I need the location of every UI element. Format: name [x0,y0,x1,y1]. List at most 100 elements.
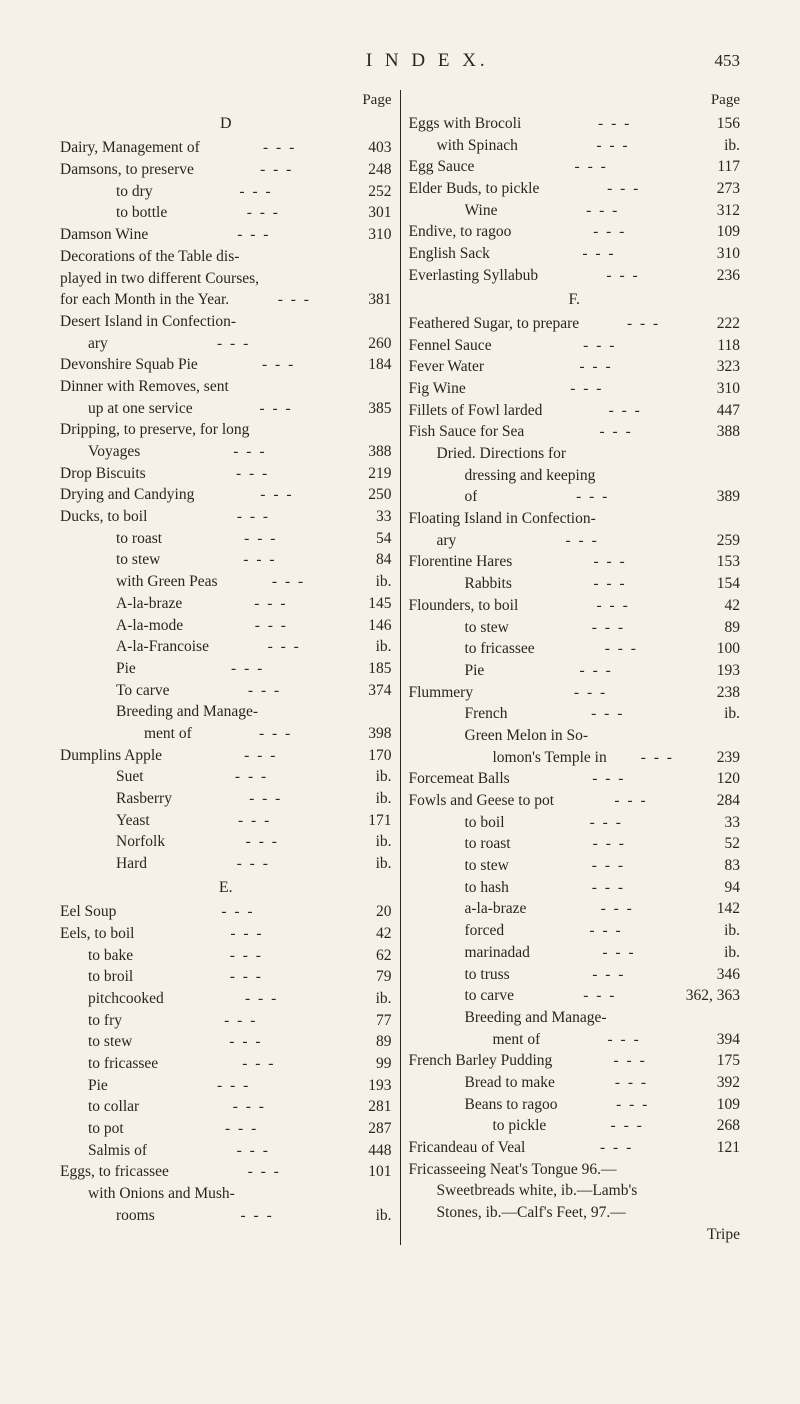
entry-separator: - - - [193,398,360,420]
entry-page: 120 [708,768,740,790]
entry-page: 171 [360,810,392,832]
index-entry: Norfolk- - -ib. [60,831,392,853]
entry-separator: - - - [108,1075,360,1097]
index-entry: pitchcooked- - -ib. [60,988,392,1010]
entry-separator: - - - [504,920,708,942]
entry-separator: - - - [162,745,359,767]
entry-label: Eggs with Brocoli [409,113,522,135]
section-letter: D [60,113,392,135]
left-entries: DDairy, Management of- - -403Damsons, to… [60,113,392,1226]
entry-separator: - - - [140,441,359,463]
entry-separator: - - - [456,530,708,552]
index-entry: Fever Water- - -323 [409,356,741,378]
entry-page: ib. [360,1205,392,1227]
entry-label: Tripe [707,1226,740,1243]
entry-label: to carve [465,985,514,1007]
index-title: I N D E X. [60,50,715,72]
entry-separator: - - - [200,137,360,159]
entry-page: 52 [708,833,740,855]
entry-label: ary [88,333,108,355]
entry-separator: - - - [162,528,359,550]
index-entry: to hash- - -94 [409,877,741,899]
entry-page: 117 [708,156,740,178]
index-entry: Eggs, to fricassee- - -101 [60,1161,392,1183]
index-entry: Voyages- - -388 [60,441,392,463]
index-entry: Fowls and Geese to pot- - -284 [409,790,741,812]
entry-page: 301 [360,202,392,224]
index-entry: Devonshire Squab Pie- - -184 [60,354,392,376]
entry-label: Rabbits [465,573,512,595]
header-row: I N D E X. 453 [60,50,740,72]
entry-label: Fish Sauce for Sea [409,421,525,443]
entry-label: of [465,486,478,508]
index-entry: Fricasseeing Neat's Tongue 96.— [409,1159,741,1181]
entry-label: ary [437,530,457,552]
entry-separator: - - - [477,486,708,508]
entry-page: 100 [708,638,740,660]
entry-label: Salmis of [88,1140,147,1162]
index-entry: Wine- - -312 [409,200,741,222]
index-entry: to roast- - -54 [60,528,392,550]
entry-label: Eel Soup [60,901,116,923]
entry-page: 101 [360,1161,392,1183]
entry-label: a-la-braze [465,898,527,920]
entry-label: to pot [88,1118,124,1140]
index-entry: to truss- - -346 [409,964,741,986]
entry-page: 260 [360,333,392,355]
left-page-label: Page [60,90,392,111]
entry-separator: - - - [557,1094,708,1116]
entry-label: Voyages [88,441,140,463]
entry-separator: - - - [218,571,360,593]
entry-page: 42 [360,923,392,945]
entry-label: Fillets of Fowl larded [409,400,543,422]
entry-label: Bread to make [465,1072,555,1094]
index-entry: dressing and keeping [409,465,741,487]
entry-label: Feathered Sugar, to prepare [409,313,580,335]
index-entry: Endive, to ragoo- - -109 [409,221,741,243]
entry-page: 385 [360,398,392,420]
entry-label: to hash [465,877,509,899]
entry-page: 89 [360,1031,392,1053]
index-entry: ment of- - -394 [409,1029,741,1051]
entry-label: to pickle [493,1115,547,1137]
entry-label: to dry [116,181,153,203]
entry-separator: - - - [554,790,708,812]
entry-label: French [465,703,508,725]
entry-separator: - - - [546,1115,708,1137]
entry-label: Breeding and Manage- [116,703,258,720]
index-entry: Damsons, to preserve- - -248 [60,159,392,181]
entry-separator: - - - [512,551,708,573]
entry-separator: - - - [198,354,360,376]
index-entry: Suet- - -ib. [60,766,392,788]
entry-label: ment of [493,1029,541,1051]
entry-label: to broil [88,966,133,988]
index-entry: Pie- - -185 [60,658,392,680]
entry-page: 389 [708,486,740,508]
entry-label: Fennel Sauce [409,335,492,357]
entry-separator: - - - [172,788,360,810]
entry-separator: - - - [511,833,708,855]
index-entry: to stew- - -83 [409,855,741,877]
index-entry: ment of- - -398 [60,723,392,745]
entry-label: Devonshire Squab Pie [60,354,198,376]
entry-label: to boil [465,812,505,834]
entry-page: 281 [360,1096,392,1118]
entry-page: 145 [360,593,392,615]
entry-label: to fricassee [465,638,535,660]
entry-label: Damson Wine [60,224,148,246]
entry-separator: - - - [524,421,708,443]
entry-page: 20 [360,901,392,923]
index-entry: to fry- - -77 [60,1010,392,1032]
entry-page: 447 [708,400,740,422]
index-entry: Tripe [409,1224,741,1246]
entry-label: Elder Buds, to pickle [409,178,540,200]
index-entry: forced- - -ib. [409,920,741,942]
index-entry: Desert Island in Confection- [60,311,392,333]
entry-separator: - - - [116,901,359,923]
entry-label: to bake [88,945,133,967]
entry-separator: - - - [514,985,686,1007]
index-entry: Dairy, Management of- - -403 [60,137,392,159]
entry-separator: - - - [538,265,708,287]
entry-page: 398 [360,723,392,745]
entry-page: 33 [708,812,740,834]
